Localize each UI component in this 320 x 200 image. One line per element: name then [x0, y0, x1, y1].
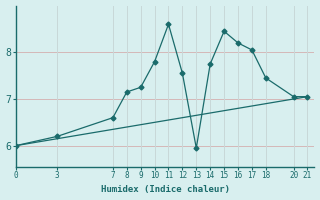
X-axis label: Humidex (Indice chaleur): Humidex (Indice chaleur)	[100, 185, 229, 194]
